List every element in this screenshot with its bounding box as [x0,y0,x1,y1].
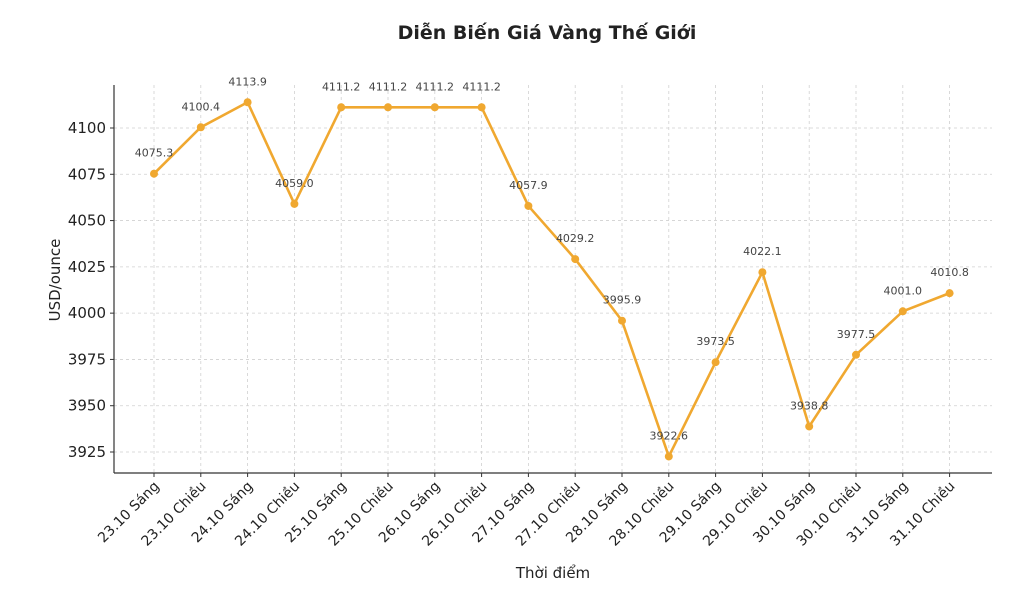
svg-text:4111.2: 4111.2 [416,80,455,93]
svg-text:3950: 3950 [68,397,106,415]
svg-text:4113.9: 4113.9 [228,75,267,88]
svg-text:4100.4: 4100.4 [182,100,221,113]
svg-text:4010.8: 4010.8 [930,266,969,279]
y-tick-labels: 3925 3950 3975 4000 4025 4050 4075 4100 [68,119,114,461]
svg-text:3938.8: 3938.8 [790,399,829,412]
grid [114,85,992,473]
x-axis-label: Thời điểm [515,564,590,582]
svg-text:3995.9: 3995.9 [603,294,642,307]
data-points [150,98,954,461]
svg-text:3922.6: 3922.6 [650,429,689,442]
svg-text:4111.2: 4111.2 [462,80,501,93]
svg-text:4029.2: 4029.2 [556,232,595,245]
svg-text:4075.3: 4075.3 [135,147,174,160]
svg-text:3973.5: 3973.5 [696,335,735,348]
svg-text:4057.9: 4057.9 [509,179,548,192]
chart-title: Diễn Biến Giá Vàng Thế Giới [397,22,697,44]
svg-text:4059.0: 4059.0 [275,177,314,190]
data-labels: 4075.3 4100.4 4113.9 4059.0 4111.2 4111.2 4111… [135,75,969,442]
svg-text:4022.1: 4022.1 [743,245,782,258]
svg-text:4001.0: 4001.0 [884,284,923,297]
svg-text:4100: 4100 [68,119,106,137]
svg-text:4025: 4025 [68,258,106,276]
svg-text:4111.2: 4111.2 [322,80,361,93]
svg-text:4050: 4050 [68,212,106,230]
svg-text:4111.2: 4111.2 [369,80,408,93]
y-axis-label: USD/ounce [46,239,64,322]
price-line [153,100,951,458]
svg-text:3975: 3975 [68,350,106,368]
svg-text:4075: 4075 [68,165,106,183]
svg-text:3925: 3925 [68,443,106,461]
svg-text:3977.5: 3977.5 [837,328,876,341]
svg-text:4000: 4000 [68,304,106,322]
